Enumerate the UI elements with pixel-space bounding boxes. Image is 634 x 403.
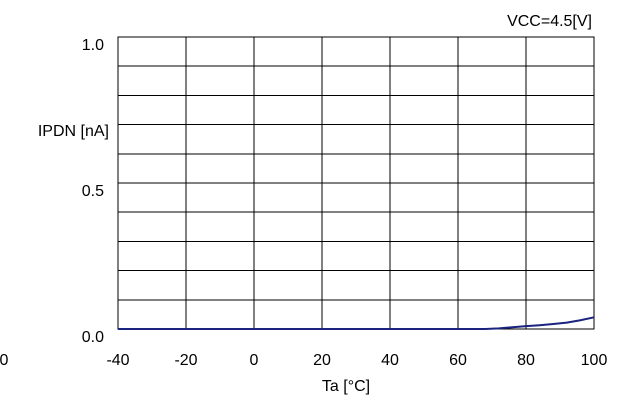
x-tick-labels: -40 -20 0 20 40 60 80 100 bbox=[106, 352, 607, 369]
series-line bbox=[118, 316, 595, 330]
x-axis-label: Ta [°C] bbox=[322, 378, 370, 395]
x-tick-label: -20 bbox=[174, 352, 197, 369]
y-tick-labels: 0.0 0.5 1.0 bbox=[82, 37, 104, 346]
x-tick-label: 20 bbox=[313, 352, 331, 369]
y-tick-label: 0.0 bbox=[82, 329, 104, 346]
grid-layer bbox=[118, 37, 594, 329]
x-tick-label: 40 bbox=[381, 352, 399, 369]
x-tick-label: 60 bbox=[449, 352, 467, 369]
cut-off-left-label: 0 bbox=[0, 352, 9, 369]
y-tick-label: 1.0 bbox=[82, 37, 104, 54]
x-tick-label: 100 bbox=[581, 352, 608, 369]
x-tick-label: 80 bbox=[517, 352, 535, 369]
condition-label: VCC=4.5[V] bbox=[507, 13, 592, 30]
x-tick-label: 0 bbox=[250, 352, 259, 369]
x-tick-label: -40 bbox=[106, 352, 129, 369]
y-axis-label: IPDN [nA] bbox=[38, 123, 109, 140]
y-tick-label: 0.5 bbox=[82, 183, 104, 200]
